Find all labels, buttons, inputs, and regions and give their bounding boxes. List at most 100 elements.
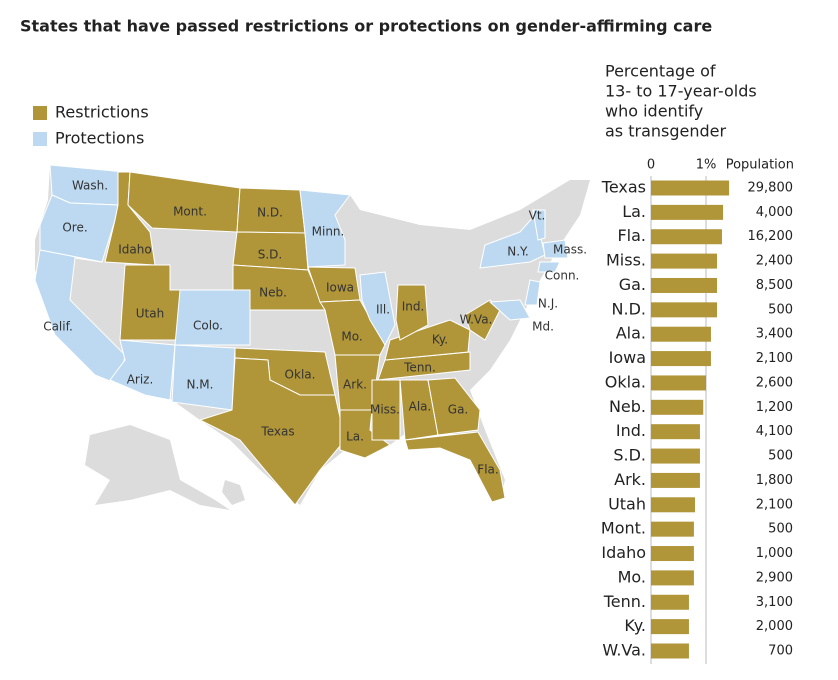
bar xyxy=(651,253,717,269)
state-label: Neb. xyxy=(259,286,287,300)
bar xyxy=(651,204,724,220)
chart-subtitle: who identify xyxy=(605,102,703,121)
category-label: Idaho xyxy=(601,543,646,562)
state xyxy=(464,299,501,341)
state-label: S.D. xyxy=(258,248,283,262)
population-label: 2,400 xyxy=(756,254,793,269)
state-label: Vt. xyxy=(529,209,546,223)
population-label: 4,000 xyxy=(756,205,793,220)
population-label: 500 xyxy=(768,449,793,464)
state-label: Mo. xyxy=(341,330,362,344)
state-label: Okla. xyxy=(285,368,316,382)
category-label: Iowa xyxy=(609,348,646,367)
chart-subtitle: Percentage of xyxy=(605,62,716,81)
state-label: Ga. xyxy=(448,403,468,417)
state-label: Ark. xyxy=(343,378,367,392)
state xyxy=(171,344,236,411)
bar xyxy=(651,546,694,562)
state-label: Md. xyxy=(532,320,554,334)
state-label: Ind. xyxy=(402,300,425,314)
state-label: Idaho xyxy=(118,243,151,257)
category-label: Okla. xyxy=(605,372,646,391)
category-label: La. xyxy=(622,202,646,221)
legend: Restrictions Protections xyxy=(33,103,149,148)
population-label: 1,200 xyxy=(756,400,793,415)
bar xyxy=(651,180,730,196)
population-label: 2,000 xyxy=(756,619,793,634)
state-label: La. xyxy=(346,430,364,444)
state-label: Texas xyxy=(260,425,294,439)
population-label: 2,100 xyxy=(756,497,793,512)
state-label: Calif. xyxy=(43,320,73,334)
state-label: Mass. xyxy=(553,243,587,257)
state xyxy=(524,279,541,306)
state-label: Tenn. xyxy=(403,361,436,375)
bar xyxy=(651,448,700,464)
category-label: Ala. xyxy=(616,324,646,343)
chart-subtitle: 13- to 17-year-olds xyxy=(605,82,757,101)
bar xyxy=(651,424,700,440)
state xyxy=(39,194,119,263)
state-label: Ky. xyxy=(432,333,448,347)
state-label: N.M. xyxy=(187,378,214,392)
state xyxy=(198,357,346,506)
population-label: 3,100 xyxy=(756,595,793,610)
state-label: Minn. xyxy=(312,225,345,239)
state xyxy=(532,209,546,241)
state-label: N.Y. xyxy=(507,245,529,259)
state xyxy=(127,171,241,233)
population-label: 2,900 xyxy=(756,570,793,585)
bar xyxy=(651,302,717,318)
category-label: Texas xyxy=(601,178,646,197)
x-tick-label: 0 xyxy=(647,158,655,173)
state-label: Conn. xyxy=(545,269,580,283)
category-label: S.D. xyxy=(613,446,646,465)
bar xyxy=(651,277,717,293)
category-label: Mo. xyxy=(618,567,646,586)
category-label: Miss. xyxy=(606,251,646,270)
state-label: N.D. xyxy=(257,206,283,220)
legend-swatch xyxy=(33,106,47,120)
population-label: 16,200 xyxy=(748,229,794,244)
bar xyxy=(651,594,689,610)
bar xyxy=(651,375,706,391)
category-label: N.D. xyxy=(612,299,646,318)
state-label: Ala. xyxy=(409,400,432,414)
category-label: Mont. xyxy=(601,519,646,538)
state xyxy=(542,239,569,259)
bar xyxy=(651,619,689,635)
state-label: N.J. xyxy=(538,297,558,311)
state-label: Utah xyxy=(136,307,164,321)
category-label: Tenn. xyxy=(603,592,646,611)
title: States that have passed restrictions or … xyxy=(20,17,712,36)
population-label: 4,100 xyxy=(756,424,793,439)
population-label: 8,500 xyxy=(756,278,793,293)
population-label: 3,400 xyxy=(756,327,793,342)
population-label: 500 xyxy=(768,522,793,537)
state xyxy=(404,431,506,503)
bar xyxy=(651,351,711,367)
population-label: 2,100 xyxy=(756,351,793,366)
state-label: Wash. xyxy=(72,179,108,193)
state xyxy=(395,284,429,341)
bar xyxy=(651,472,700,488)
x-tick-label: 1% xyxy=(696,158,717,173)
category-label: Neb. xyxy=(609,397,646,416)
bar xyxy=(651,570,694,586)
population-header: Population xyxy=(726,158,794,173)
state-label: Ill. xyxy=(376,303,390,317)
state xyxy=(174,289,251,346)
category-label: W.Va. xyxy=(602,641,646,660)
category-label: Ga. xyxy=(619,275,646,294)
bar xyxy=(651,497,695,513)
bar xyxy=(651,229,722,245)
bar xyxy=(651,326,711,342)
category-label: Fla. xyxy=(617,226,646,245)
population-label: 29,800 xyxy=(748,181,794,196)
state-label: Miss. xyxy=(370,403,400,417)
bar xyxy=(651,643,689,659)
state xyxy=(427,377,481,436)
bar xyxy=(651,521,694,537)
category-label: Ky. xyxy=(624,616,646,635)
